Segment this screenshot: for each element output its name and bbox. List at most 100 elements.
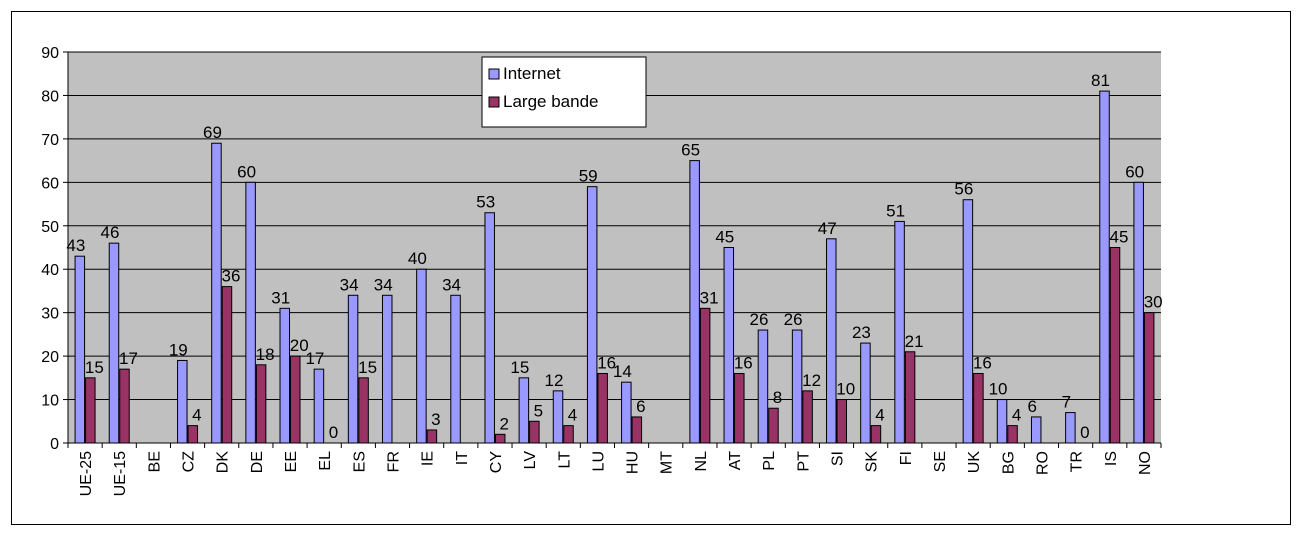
data-label-internet: 15: [510, 358, 529, 377]
bar-internet: [689, 160, 700, 444]
data-label-large-bande: 21: [905, 332, 924, 351]
legend-box: [481, 56, 647, 128]
data-label-internet: 59: [579, 167, 598, 186]
bar-internet: [74, 255, 86, 444]
bar-large-bande: [836, 399, 848, 444]
data-label-internet: 56: [954, 180, 973, 199]
x-tick-label: LT: [556, 451, 573, 469]
data-label-internet: 45: [715, 228, 734, 247]
data-label-large-bande: 30: [1144, 293, 1163, 312]
bar-large-bande: [119, 368, 130, 444]
data-label-large-bande: 4: [875, 406, 884, 425]
x-tick-label: DK: [215, 451, 232, 474]
y-tick-label: 60: [41, 175, 59, 192]
x-tick-label: IS: [1103, 451, 1120, 466]
x-tick-label: AT: [727, 451, 744, 470]
bar-internet: [313, 368, 325, 444]
bar-large-bande: [426, 429, 438, 444]
legend-swatch: [488, 68, 500, 80]
x-tick-label: IT: [454, 451, 471, 465]
legend-swatch: [488, 96, 500, 108]
x-tick-label: SE: [932, 451, 949, 472]
y-tick-label: 20: [41, 349, 59, 366]
data-label-large-bande: 4: [192, 406, 201, 425]
data-label-internet: 23: [852, 323, 871, 342]
bar-large-bande: [699, 307, 711, 444]
y-tick-label: 0: [50, 436, 59, 453]
data-label-large-bande: 3: [431, 410, 440, 429]
bar-large-bande: [358, 377, 369, 444]
x-tick-label: UK: [966, 451, 983, 474]
data-label-large-bande: 16: [734, 353, 753, 372]
data-label-large-bande: 36: [221, 267, 240, 286]
y-tick-label: 40: [41, 262, 59, 279]
x-tick-label: CZ: [181, 451, 198, 473]
bar-large-bande: [973, 372, 984, 444]
data-label-internet: 51: [886, 201, 905, 220]
data-label-large-bande: 2: [499, 414, 508, 433]
chart-frame: 0 10 20 30 40 50 60 70 80 90 UE-25 UE-15 BE CZ DK DE EE…: [11, 11, 1291, 525]
data-label-large-bande: 0: [329, 423, 338, 442]
bar-large-bande: [768, 407, 779, 444]
data-label-internet: 69: [203, 123, 222, 142]
bar-internet: [416, 268, 427, 444]
bar-internet: [791, 329, 803, 444]
data-label-internet: 34: [374, 275, 393, 294]
bar-large-bande: [870, 425, 882, 444]
bar-internet: [826, 238, 837, 444]
bar-internet: [1133, 181, 1144, 444]
data-label-internet: 31: [271, 288, 290, 307]
x-tick-label: EL: [317, 451, 334, 471]
data-label-internet: 17: [305, 349, 324, 368]
bar-internet: [723, 247, 735, 444]
x-tick-label: UE-25: [78, 451, 95, 496]
y-tick-label: 50: [41, 219, 59, 236]
y-tick-label: 30: [41, 306, 59, 323]
bar-internet: [996, 399, 1008, 444]
data-label-internet: 6: [1027, 397, 1036, 416]
x-tick-label: CY: [488, 451, 505, 474]
data-label-internet: 43: [66, 236, 85, 255]
data-label-internet: 47: [818, 219, 837, 238]
bars: [74, 90, 1155, 444]
x-tick-label: SI: [830, 451, 847, 466]
data-label-internet: 10: [989, 380, 1008, 399]
legend-label: Internet: [503, 64, 561, 83]
x-tick-label: FI: [898, 451, 915, 465]
bar-large-bande: [494, 433, 506, 444]
x-axis-ticks: UE-25 UE-15 BE CZ DK DE EE EL ES FR IE IT CY LV LT LU HU…: [67, 443, 1162, 496]
data-label-large-bande: 16: [973, 353, 992, 372]
bar-internet: [484, 212, 495, 444]
data-label-internet: 60: [237, 162, 256, 181]
x-tick-label: MT: [659, 451, 676, 474]
bar-large-bande: [1007, 425, 1018, 444]
data-label-large-bande: 4: [568, 406, 577, 425]
x-tick-label: LV: [522, 451, 539, 470]
bar-internet: [450, 294, 461, 444]
bar-large-bande: [255, 364, 267, 444]
data-label-large-bande: 0: [1080, 423, 1089, 442]
x-tick-label: PT: [795, 451, 812, 472]
bar-internet: [177, 359, 188, 444]
bar-internet: [757, 329, 769, 444]
bar-internet: [621, 381, 632, 444]
bar-large-bande: [597, 372, 608, 444]
bar-large-bande: [529, 420, 540, 444]
data-label-internet: 19: [169, 340, 188, 359]
data-label-internet: 12: [545, 371, 564, 390]
legend: Internet Large bande: [481, 56, 647, 128]
y-tick-label: 10: [41, 393, 59, 410]
data-label-internet: 34: [340, 275, 359, 294]
data-label-internet: 46: [101, 223, 120, 242]
bar-internet: [1099, 90, 1110, 444]
bar-large-bande: [1143, 312, 1155, 444]
bar-large-bande: [187, 425, 199, 444]
x-tick-label: IE: [420, 451, 437, 466]
x-tick-label: NO: [1137, 451, 1154, 475]
bar-internet: [860, 342, 871, 444]
bar-internet: [381, 294, 393, 444]
x-tick-label: DE: [249, 451, 266, 473]
data-label-internet: 40: [408, 249, 427, 268]
